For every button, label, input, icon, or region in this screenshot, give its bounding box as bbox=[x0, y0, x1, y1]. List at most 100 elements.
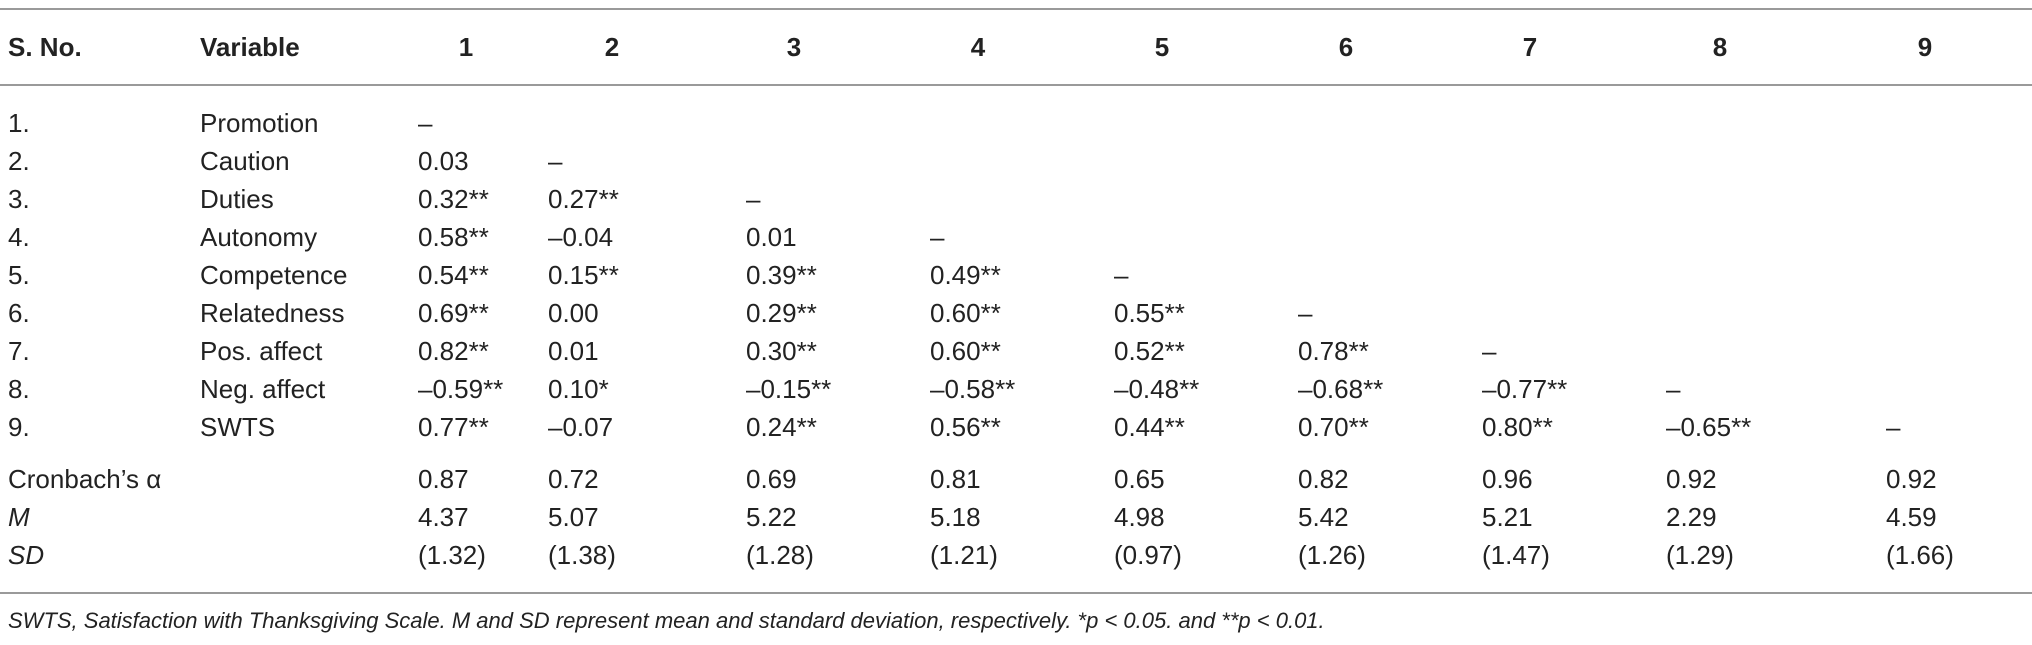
variable-name: Duties bbox=[200, 183, 274, 214]
stat-cell: (1.26) bbox=[1298, 539, 1366, 570]
correlation-cell bbox=[1254, 256, 1438, 294]
stat-row: SD (1.32) (1.38) (1.28) (1.21) (0.97) (1.26) (1… bbox=[0, 536, 2032, 574]
row-number: 5. bbox=[8, 259, 30, 290]
correlation-cell bbox=[1818, 180, 2032, 218]
correlation-cell: 0.78** bbox=[1298, 335, 1369, 366]
correlation-cell: –0.77** bbox=[1482, 373, 1568, 404]
correlation-cell bbox=[1622, 142, 1818, 180]
stat-cell: (1.38) bbox=[548, 539, 616, 570]
correlation-cell bbox=[1438, 142, 1622, 180]
correlation-cell: – bbox=[746, 183, 761, 214]
correlation-cell bbox=[886, 84, 1070, 142]
correlation-cell bbox=[1438, 218, 1622, 256]
correlation-cell: – bbox=[548, 145, 563, 176]
correlation-cell bbox=[1438, 180, 1622, 218]
correlation-cell: –0.48** bbox=[1114, 373, 1200, 404]
variable-name: Caution bbox=[200, 145, 290, 176]
stat-label: M bbox=[8, 501, 30, 532]
correlation-cell bbox=[886, 180, 1070, 218]
correlation-cell: 0.77** bbox=[418, 411, 489, 442]
correlation-cell bbox=[1254, 180, 1438, 218]
row-number: 3. bbox=[8, 183, 30, 214]
correlation-cell: 0.70** bbox=[1298, 411, 1369, 442]
stat-cell: 0.96 bbox=[1482, 463, 1533, 494]
correlation-cell bbox=[1622, 218, 1818, 256]
stat-cell: (1.28) bbox=[746, 539, 814, 570]
stat-cell: (1.47) bbox=[1482, 539, 1550, 570]
correlation-cell bbox=[1254, 142, 1438, 180]
correlation-cell: 0.39** bbox=[746, 259, 817, 290]
bottom-rule bbox=[0, 592, 2032, 594]
correlation-cell bbox=[1818, 84, 2032, 142]
stat-cell: 0.65 bbox=[1114, 463, 1165, 494]
correlation-cell bbox=[1622, 84, 1818, 142]
row-number: 1. bbox=[8, 107, 30, 138]
correlation-cell: – bbox=[1114, 259, 1129, 290]
variable-name: SWTS bbox=[200, 411, 276, 442]
correlation-cell: 0.30** bbox=[746, 335, 817, 366]
stat-cell: 0.82 bbox=[1298, 463, 1349, 494]
correlation-cell: – bbox=[1298, 297, 1313, 328]
correlation-cell: – bbox=[418, 107, 433, 138]
stat-cell: 4.37 bbox=[418, 501, 469, 532]
variable-name: Neg. affect bbox=[200, 373, 326, 404]
correlation-cell bbox=[1818, 332, 2032, 370]
table-row: 7. Pos. affect 0.82** 0.01 0.30** 0.60** 0.52*… bbox=[0, 332, 2032, 370]
header-row: S. No. Variable 1 2 3 4 5 6 7 8 9 bbox=[0, 10, 2032, 84]
stat-cell: 5.22 bbox=[746, 501, 797, 532]
top-rule bbox=[0, 8, 2032, 10]
correlation-cell: 0.82** bbox=[418, 335, 489, 366]
table-row: 9. SWTS 0.77** –0.07 0.24** 0.56** 0.44** 0.70*… bbox=[0, 408, 2032, 446]
stat-label: SD bbox=[8, 539, 45, 570]
table-row: 6. Relatedness 0.69** 0.00 0.29** 0.60** 0.55*… bbox=[0, 294, 2032, 332]
stat-cell: 5.42 bbox=[1298, 501, 1349, 532]
table-row: 5. Competence 0.54** 0.15** 0.39** 0.49** – bbox=[0, 256, 2032, 294]
table-row: 3. Duties 0.32** 0.27** – bbox=[0, 180, 2032, 218]
correlation-cell: 0.60** bbox=[930, 297, 1001, 328]
header-col-6: 6 bbox=[1338, 31, 1354, 62]
correlation-cell: –0.04 bbox=[548, 221, 614, 252]
correlation-cell: 0.01 bbox=[548, 335, 599, 366]
correlation-cell: 0.58** bbox=[418, 221, 489, 252]
row-number: 4. bbox=[8, 221, 30, 252]
correlation-cell bbox=[1818, 294, 2032, 332]
stat-label: Cronbach’s α bbox=[8, 463, 162, 494]
correlation-cell bbox=[522, 84, 702, 142]
correlation-cell bbox=[1254, 218, 1438, 256]
correlation-cell: – bbox=[1886, 411, 1901, 442]
stat-row: Cronbach’s α 0.87 0.72 0.69 0.81 0.65 0.82 0.96… bbox=[0, 446, 2032, 498]
stat-cell: 2.29 bbox=[1666, 501, 1717, 532]
correlation-cell bbox=[1254, 84, 1438, 142]
correlation-cell: –0.59** bbox=[418, 373, 504, 404]
correlation-cell bbox=[886, 142, 1070, 180]
correlation-cell: 0.55** bbox=[1114, 297, 1185, 328]
correlation-table: S. No. Variable 1 2 3 4 5 6 7 8 9 1. Prom… bbox=[0, 10, 2032, 574]
table-row: 2. Caution 0.03 – bbox=[0, 142, 2032, 180]
variable-name: Relatedness bbox=[200, 297, 345, 328]
correlation-cell bbox=[1622, 180, 1818, 218]
correlation-cell: 0.80** bbox=[1482, 411, 1553, 442]
correlation-cell: 0.60** bbox=[930, 335, 1001, 366]
table-row: 4. Autonomy 0.58** –0.04 0.01 – bbox=[0, 218, 2032, 256]
correlation-cell: 0.44** bbox=[1114, 411, 1185, 442]
stat-cell: 0.72 bbox=[548, 463, 599, 494]
variable-name: Pos. affect bbox=[200, 335, 323, 366]
correlation-cell: 0.52** bbox=[1114, 335, 1185, 366]
correlation-cell: 0.54** bbox=[418, 259, 489, 290]
correlation-cell bbox=[1622, 332, 1818, 370]
correlation-cell: 0.27** bbox=[548, 183, 619, 214]
stat-row: M 4.37 5.07 5.22 5.18 4.98 5.42 5.21 2.29 4.59 bbox=[0, 498, 2032, 536]
stat-cell: 4.59 bbox=[1886, 501, 1937, 532]
correlation-cell: –0.15** bbox=[746, 373, 832, 404]
correlation-cell bbox=[1070, 218, 1254, 256]
correlation-cell: –0.68** bbox=[1298, 373, 1384, 404]
correlation-cell bbox=[1818, 256, 2032, 294]
correlation-cell bbox=[1818, 370, 2032, 408]
header-col-3: 3 bbox=[786, 31, 802, 62]
header-col-5: 5 bbox=[1154, 31, 1170, 62]
row-number: 6. bbox=[8, 297, 30, 328]
stat-cell: 5.21 bbox=[1482, 501, 1533, 532]
stat-cell: (1.29) bbox=[1666, 539, 1734, 570]
stat-cell: 0.81 bbox=[930, 463, 981, 494]
